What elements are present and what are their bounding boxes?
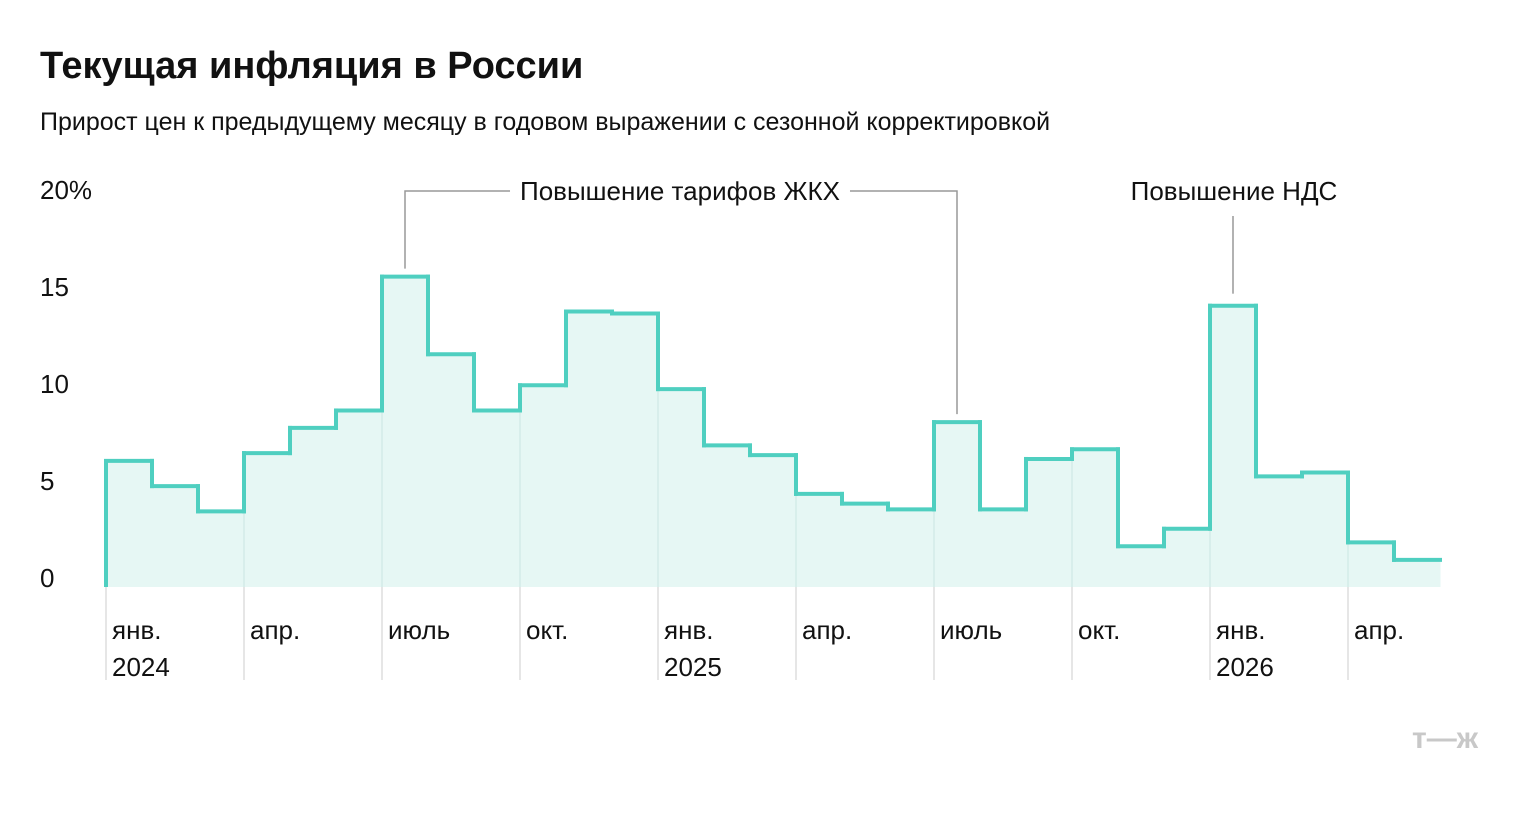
x-tick-label: окт.	[1078, 615, 1120, 645]
area-segment	[1072, 449, 1119, 587]
area-segment	[1210, 305, 1257, 587]
x-tick-label: апр.	[802, 615, 852, 645]
area-segment	[382, 276, 429, 587]
chart-title: Текущая инфляция в России	[40, 45, 583, 87]
area-segment	[520, 385, 567, 587]
area-segment	[1348, 542, 1395, 587]
area-segment	[658, 389, 705, 587]
logo: т—ж	[1412, 722, 1479, 755]
area-segment	[244, 453, 291, 587]
x-year-label: 2024	[112, 652, 170, 682]
area-segment	[750, 455, 797, 587]
area-segment	[704, 445, 751, 587]
x-tick-label: апр.	[250, 615, 300, 645]
area-segment	[566, 311, 613, 587]
area-segment	[336, 410, 383, 587]
annotation-leader	[849, 190, 958, 415]
y-tick-label: 15	[40, 272, 69, 302]
area-segment	[290, 427, 337, 587]
x-tick-label: июль	[388, 615, 450, 645]
area-segment	[796, 493, 843, 587]
area-segment	[612, 313, 659, 587]
x-tick-label: янв.	[1216, 615, 1265, 645]
x-tick-label: окт.	[526, 615, 568, 645]
area-segment	[1302, 472, 1349, 587]
area-segment	[106, 460, 153, 587]
annotation-leader	[404, 190, 511, 269]
area-segment	[934, 422, 981, 587]
x-tick-label: янв.	[112, 615, 161, 645]
area-segment	[198, 511, 245, 587]
annotation: Повышение тарифов ЖКХ	[520, 176, 840, 206]
x-tick-label: июль	[940, 615, 1002, 645]
x-year-label: 2026	[1216, 652, 1274, 682]
x-tick-label: апр.	[1354, 615, 1404, 645]
area-segment	[1164, 528, 1211, 587]
area-segment	[1394, 559, 1441, 587]
area-segment	[1118, 546, 1165, 587]
area-segment	[1256, 476, 1303, 587]
area-segment	[152, 486, 199, 587]
y-tick-label: 5	[40, 466, 54, 496]
area-segment	[474, 410, 521, 587]
x-tick-label: янв.	[664, 615, 713, 645]
area-segment	[428, 354, 475, 587]
y-tick-label: 10	[40, 369, 69, 399]
y-tick-label: 0	[40, 563, 54, 593]
area-segment	[888, 509, 935, 587]
y-tick-label: 20%	[40, 175, 92, 205]
area-segment	[1026, 458, 1073, 587]
x-year-label: 2025	[664, 652, 722, 682]
area-segment	[842, 503, 889, 587]
chart-subtitle: Прирост цен к предыдущему месяцу в годов…	[40, 108, 1050, 136]
area-segment	[980, 509, 1027, 587]
annotation: Повышение НДС	[1131, 176, 1338, 206]
